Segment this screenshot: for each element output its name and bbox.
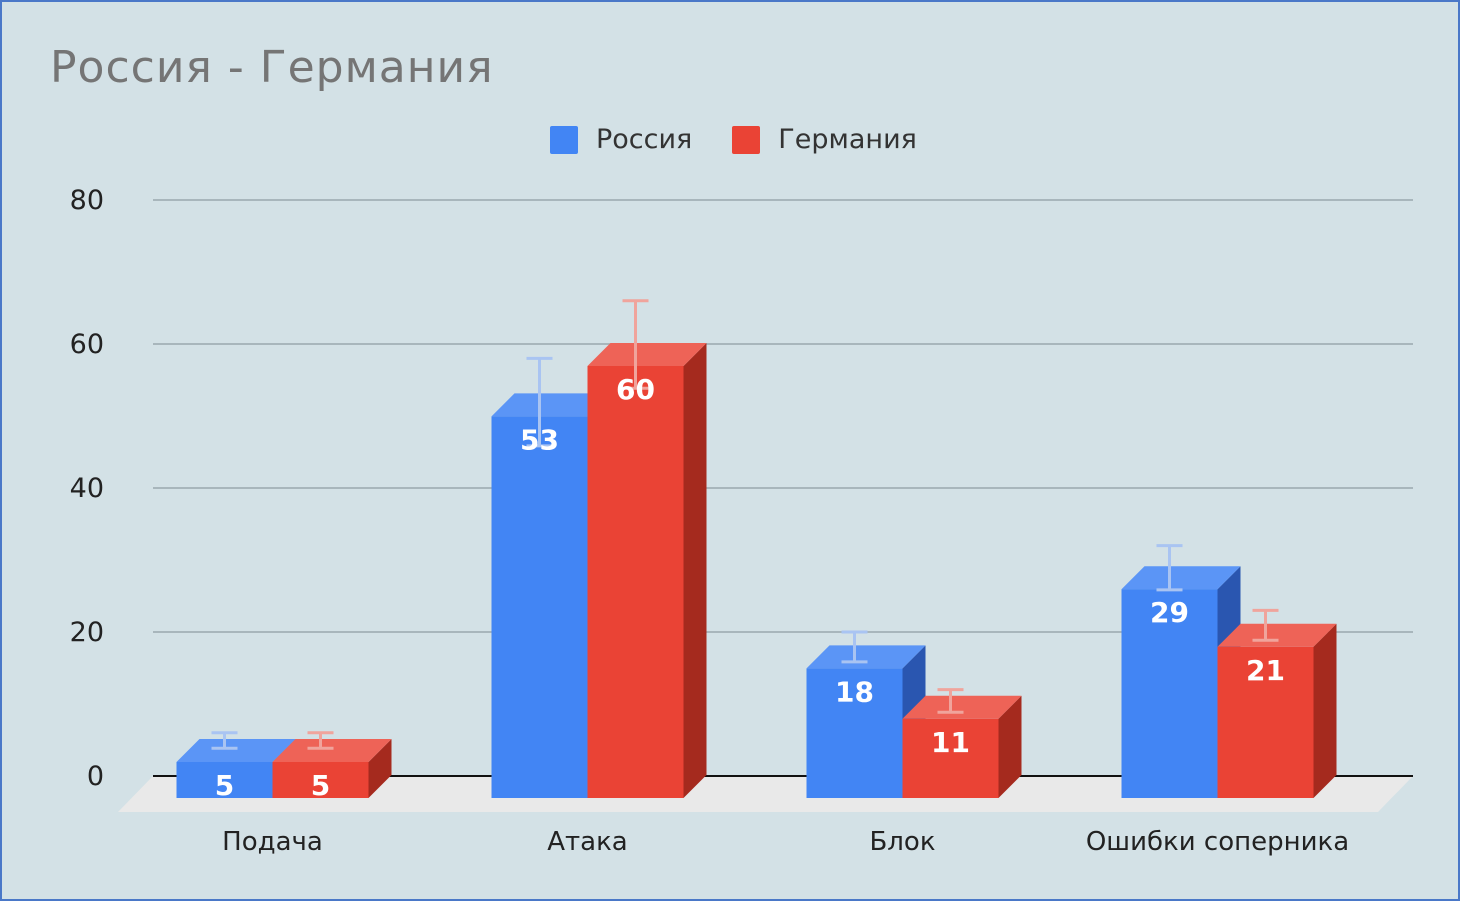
bar-top-0-3: [1121, 566, 1241, 590]
y-tick-label: 40: [70, 473, 104, 504]
bar-0-1: [491, 416, 588, 798]
x-tick-label: Атака: [547, 827, 628, 857]
bar-side-1-2: [998, 695, 1022, 798]
data-label-1-1: 60: [616, 373, 655, 406]
bar-top-0-0: [176, 739, 296, 762]
chart-floor: [118, 776, 1413, 812]
y-tick-label: 0: [87, 761, 104, 792]
bar-1-3: [1217, 646, 1314, 798]
data-label-0-3: 29: [1150, 596, 1189, 629]
x-tick-label: Подача: [222, 827, 323, 857]
data-label-0-2: 18: [835, 675, 874, 708]
bar-top-1-0: [272, 739, 392, 762]
bar-0-3: [1121, 589, 1218, 798]
legend: Россия Германия: [550, 124, 917, 155]
bar-1-1: [587, 366, 684, 798]
bar-top-1-1: [587, 343, 707, 366]
legend-item-series-0[interactable]: Россия: [550, 124, 692, 155]
data-label-1-3: 21: [1246, 654, 1285, 687]
bar-0-0: [176, 762, 273, 798]
bar-top-1-2: [902, 695, 1022, 719]
y-tick-label: 80: [70, 185, 104, 216]
data-label-0-1: 53: [520, 423, 559, 456]
bar-side-1-1: [683, 343, 707, 798]
bar-top-1-3: [1217, 623, 1337, 647]
data-label-0-0: 5: [215, 769, 234, 802]
legend-label-series-1: Германия: [778, 124, 917, 155]
legend-label-series-0: Россия: [596, 124, 693, 155]
x-tick-label: Блок: [869, 827, 935, 857]
bar-side-1-3: [1313, 623, 1337, 798]
legend-swatch-series-1: [732, 125, 761, 154]
x-tick-label: Ошибки соперника: [1086, 827, 1349, 857]
data-label-1-2: 11: [931, 726, 970, 759]
data-label-1-0: 5: [311, 769, 330, 802]
bar-1-0: [272, 762, 369, 798]
y-tick-label: 60: [70, 329, 104, 360]
bar-0-2: [806, 668, 903, 798]
legend-swatch-series-0: [550, 125, 578, 154]
chart-title: Россия - Германия: [50, 42, 494, 93]
bar-side-1-0: [368, 739, 392, 798]
bar-top-0-2: [806, 645, 926, 669]
legend-item-series-1[interactable]: Германия: [732, 124, 917, 155]
bar-1-2: [902, 718, 999, 798]
y-tick-label: 20: [70, 617, 104, 648]
bar-top-0-1: [491, 393, 611, 417]
